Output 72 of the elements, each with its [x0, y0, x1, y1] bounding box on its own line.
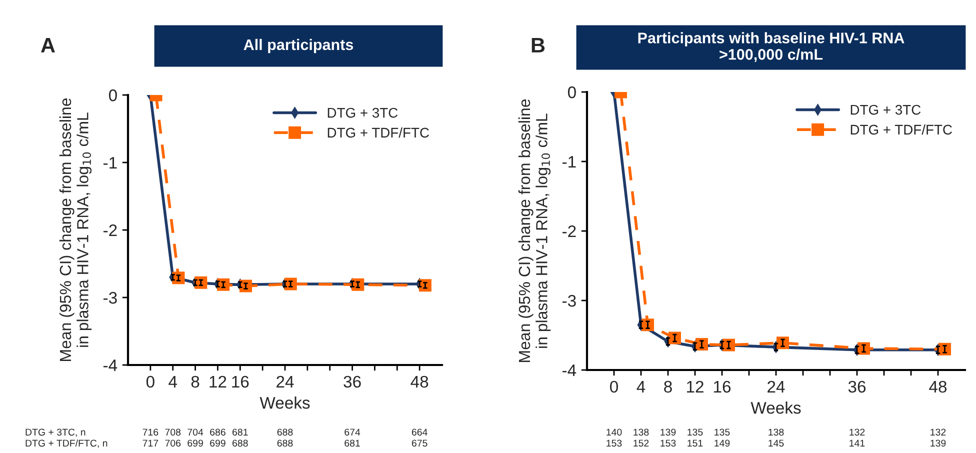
y-tick-label: -3	[562, 294, 576, 307]
y-axis-title: Mean (95% CI) change from baseline in plasma HIV-1 RNA, log$_{10}$ c/mL	[59, 98, 92, 361]
x-axis-title: Weeks	[260, 396, 310, 409]
y-tick-label: -1	[104, 157, 117, 169]
text: 688	[277, 440, 293, 447]
text: B	[532, 38, 545, 52]
x-tick-label: 4	[168, 376, 178, 388]
text: 151	[688, 440, 703, 447]
text: 675	[412, 440, 428, 447]
y-tick-label: 0	[108, 89, 117, 102]
text: 139	[930, 440, 946, 447]
text: 688	[277, 428, 293, 436]
text: 706	[165, 440, 181, 447]
y-tick-label: -2	[562, 225, 576, 238]
text: 149	[714, 440, 730, 447]
text: 138	[634, 428, 649, 436]
text: 699	[188, 440, 203, 447]
text: 135	[714, 428, 730, 436]
x-tick-label: 24	[276, 376, 294, 388]
x-tick-label: 4	[636, 381, 646, 392]
text: 152	[634, 440, 649, 447]
text: 688	[232, 440, 248, 447]
y-tick-label: -4	[104, 360, 118, 372]
x-tick-label: 0	[610, 380, 618, 393]
text: 681	[232, 428, 248, 436]
legend-label: DTG + 3TC	[850, 104, 921, 115]
x-tick-label: 48	[929, 380, 947, 393]
x-tick-label: 36	[344, 376, 361, 388]
text: 141	[850, 440, 865, 447]
text: 138	[768, 428, 784, 436]
text: 717	[142, 440, 158, 447]
y-axis-title: Mean (95% CI) change from baseline in plasma HIV-1 RNA, log$_{10}$ c/mL	[518, 99, 551, 362]
text: DTG + 3TC, n	[26, 428, 86, 437]
x-axis-title: Weeks	[750, 402, 801, 414]
text: 132	[850, 428, 865, 436]
x-tick-label: 24	[768, 380, 785, 392]
text: 153	[660, 440, 676, 447]
text: 140	[606, 428, 622, 436]
y-tick-label: -3	[104, 292, 117, 304]
x-tick-label: 8	[191, 376, 200, 388]
text: A	[40, 38, 55, 52]
y-tick-label: -2	[104, 224, 117, 236]
y-tick-label: -4	[562, 364, 576, 376]
x-tick-label: 16	[232, 376, 249, 388]
legend-label: DTG + TDF/FTC	[850, 124, 952, 135]
text: 699	[210, 440, 226, 447]
x-tick-label: 0	[146, 376, 154, 388]
text: 674	[344, 428, 360, 436]
legend-label: DTG + TDF/FTC	[328, 127, 429, 138]
x-tick-label: 16	[714, 380, 731, 393]
text: 132	[930, 428, 946, 436]
chart-title: Participants with baseline HIV-1 RNA >100,000 c/mL	[638, 32, 904, 62]
text: 704	[188, 428, 204, 436]
y-tick-label: -1	[562, 156, 576, 168]
y-tick-label: 0	[568, 86, 576, 98]
text: 139	[660, 428, 676, 436]
text: 145	[768, 440, 784, 447]
text: DTG + TDF/FTC, n	[26, 439, 108, 448]
x-tick-label: 8	[664, 380, 672, 393]
text: 664	[412, 428, 428, 436]
legend-label: DTG + 3TC	[328, 108, 398, 118]
chart-title: All participants	[244, 38, 354, 54]
text: 135	[688, 428, 703, 436]
text: 708	[165, 428, 181, 436]
text: 681	[344, 440, 360, 447]
text: 716	[142, 428, 158, 436]
text: 686	[210, 428, 226, 436]
x-tick-label: 12	[687, 380, 704, 392]
x-tick-label: 12	[210, 376, 226, 388]
x-tick-label: 48	[410, 376, 428, 388]
x-tick-label: 36	[848, 380, 866, 393]
text: 153	[606, 440, 622, 447]
